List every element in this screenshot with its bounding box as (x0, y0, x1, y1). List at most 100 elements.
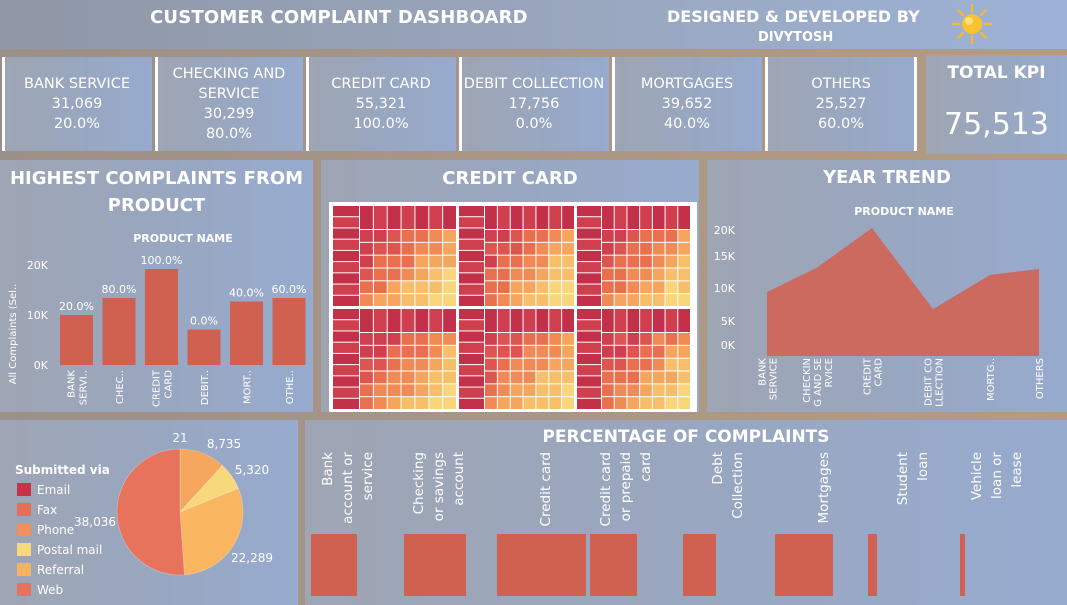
year-trend-area-chart[interactable]: PRODUCT NAME 20K 15K 10K 5K 0K BANK SERVICE CHEC… (707, 200, 1067, 412)
treemap-cell (562, 309, 574, 332)
treemap-cell (640, 294, 652, 306)
bar-chart-ylabel: All Complaints (Sel.. (8, 284, 19, 385)
area-chart-ytick: 0K (721, 339, 736, 352)
treemap-cell (429, 371, 443, 384)
treemap-cell (627, 255, 640, 268)
kpi-card-others[interactable]: OTHERS 25,527 60.0% (765, 57, 917, 151)
treemap-cell (549, 206, 562, 229)
treemap-cell (387, 309, 401, 332)
treemap-cell (523, 397, 536, 409)
pct-bar-2 (497, 534, 586, 596)
treemap-cell (401, 397, 415, 409)
treemap-cell (536, 230, 549, 242)
treemap-cell (640, 309, 652, 332)
treemap-cell (523, 206, 536, 229)
treemap-cell (459, 376, 484, 387)
treemap-cell (443, 294, 456, 306)
treemap-cell (549, 255, 562, 268)
treemap-cell (333, 273, 359, 284)
kpi-card-credit-card[interactable]: CREDIT CARD 55,321 100.0% (306, 57, 456, 151)
highest-title-line2: PRODUCT (107, 195, 206, 216)
treemap-cell (678, 371, 690, 384)
pie-slice-2 (179, 465, 239, 513)
treemap-cell (497, 309, 510, 332)
kpi-count: 31,069 (51, 96, 103, 112)
pie-data-label: 21 (172, 431, 187, 445)
treemap-cell (523, 384, 536, 397)
treemap-cell (665, 384, 678, 397)
treemap-cell (562, 333, 574, 345)
treemap-cell (549, 371, 562, 384)
treemap-cell (678, 268, 690, 281)
credit-card-treemap[interactable] (329, 202, 697, 412)
pct-bar-3 (590, 534, 637, 596)
treemap-cell (678, 333, 690, 345)
pct-bar-4 (683, 534, 716, 596)
treemap-cell (333, 398, 359, 409)
treemap-cell (333, 262, 359, 273)
treemap-cell (510, 358, 523, 371)
treemap-cell (549, 358, 562, 371)
treemap-cell (443, 268, 456, 281)
treemap-cell (333, 228, 359, 239)
kpi-card-checking[interactable]: CHECKING AND SERVICE 30,299 80.0% (155, 57, 303, 151)
kpi-name: CREDIT CARD (331, 76, 431, 92)
treemap-cell (497, 281, 510, 294)
treemap-cell (373, 309, 387, 332)
treemap-cell (614, 371, 627, 384)
treemap-cell (678, 294, 690, 306)
bar-x-label: CARD (164, 370, 175, 399)
treemap-cell (678, 255, 690, 268)
product-bar-chart[interactable]: PRODUCT NAME All Complaints (Sel.. 20K 10K 0… (0, 226, 313, 412)
treemap-cell (640, 333, 652, 345)
treemap-cell (401, 333, 415, 345)
treemap-cell (429, 345, 443, 358)
treemap-cell (602, 358, 614, 371)
treemap-cell (443, 242, 456, 255)
treemap-cell (401, 358, 415, 371)
treemap-cell (510, 345, 523, 358)
treemap-cell (333, 206, 359, 217)
kpi-card-debit-collection[interactable]: DEBIT COLLECTION 17,756 0.0% (459, 57, 609, 151)
treemap-cell (549, 294, 562, 306)
kpi-count: 30,299 (203, 106, 255, 122)
pct-x-label: loan or (989, 452, 1005, 499)
pie-slice-1 (179, 448, 223, 513)
year-trend-title: YEAR TREND (823, 167, 951, 188)
kpi-card-bank-service[interactable]: BANK SERVICE 31,069 20.0% (2, 57, 152, 151)
treemap-cell (497, 345, 510, 358)
pct-x-label: account (451, 452, 467, 506)
bar-5 (272, 298, 306, 365)
pct-x-label: Vehicle (969, 452, 985, 500)
treemap-cell (614, 384, 627, 397)
treemap-cell (562, 384, 574, 397)
area-x-label: BANK (758, 358, 769, 386)
treemap-cell (536, 345, 549, 358)
treemap-cell (602, 309, 614, 332)
treemap-cell (333, 320, 359, 331)
treemap-cell (401, 206, 415, 229)
treemap-cell (665, 358, 678, 371)
treemap-cell (429, 309, 443, 332)
treemap-cell (577, 273, 601, 284)
treemap-cell (665, 294, 678, 306)
total-kpi-card[interactable]: TOTAL KPI 75,513 (926, 55, 1067, 154)
treemap-cell (401, 268, 415, 281)
treemap-cell (497, 255, 510, 268)
treemap-cell (443, 255, 456, 268)
kpi-count: 55,321 (355, 96, 407, 112)
pie-legend-label: Postal mail (37, 543, 102, 557)
treemap-cell (678, 309, 690, 332)
treemap-cell (360, 358, 373, 371)
percentage-bar-chart[interactable]: Bank account or service Checking or savings a… (305, 420, 1067, 605)
kpi-name: BANK SERVICE (24, 76, 130, 92)
treemap-cell (665, 333, 678, 345)
treemap-cell (678, 206, 690, 229)
bar-x-label: BANK (67, 370, 78, 398)
treemap-cell (562, 230, 574, 242)
kpi-card-mortgages[interactable]: MORTGAGES 39,652 40.0% (612, 57, 762, 151)
treemap-cell (497, 333, 510, 345)
submitted-via-pie-chart[interactable]: Submitted via Email Fax Phone Postal mail Ref… (0, 420, 298, 605)
treemap-cell (678, 242, 690, 255)
treemap-cell (497, 397, 510, 409)
